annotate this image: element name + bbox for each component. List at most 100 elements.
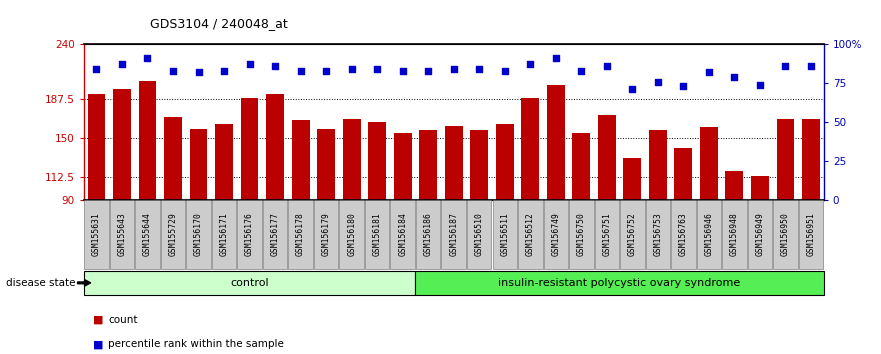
Text: GDS3104 / 240048_at: GDS3104 / 240048_at (150, 17, 287, 30)
Text: GSM155631: GSM155631 (92, 213, 101, 256)
Bar (598, 115, 616, 200)
Bar (774, 200, 797, 269)
Bar (314, 200, 338, 269)
Text: GSM156946: GSM156946 (705, 213, 714, 256)
Bar (339, 200, 364, 269)
Text: GSM156170: GSM156170 (194, 213, 203, 256)
Text: GSM156753: GSM156753 (654, 213, 663, 256)
Point (447, 66, 461, 72)
Point (191, 69, 205, 75)
Bar (569, 200, 594, 269)
Bar (189, 130, 207, 200)
Text: GSM156177: GSM156177 (270, 213, 279, 256)
Bar (573, 132, 590, 200)
Bar (722, 200, 747, 269)
Text: GSM156763: GSM156763 (679, 213, 688, 256)
Bar (85, 200, 108, 269)
Text: GSM156181: GSM156181 (373, 213, 381, 256)
Text: ■: ■ (93, 339, 103, 349)
Text: GSM156510: GSM156510 (475, 213, 484, 256)
Point (626, 87, 640, 92)
Point (702, 69, 716, 75)
Bar (445, 126, 463, 200)
Text: GSM156749: GSM156749 (552, 213, 560, 256)
Text: GSM156751: GSM156751 (603, 213, 611, 256)
Point (319, 68, 333, 74)
Bar (649, 130, 667, 200)
Bar (343, 119, 360, 200)
Point (421, 68, 435, 74)
Bar (675, 148, 692, 200)
Bar (518, 200, 543, 269)
Point (242, 62, 256, 67)
Bar (416, 200, 440, 269)
Bar (470, 130, 488, 200)
Point (779, 63, 793, 69)
Point (472, 66, 486, 72)
Text: GSM156180: GSM156180 (347, 213, 356, 256)
Bar (624, 159, 641, 200)
Text: GSM156179: GSM156179 (322, 213, 330, 256)
Text: GSM155729: GSM155729 (168, 213, 177, 256)
Bar (113, 89, 131, 200)
Bar (492, 200, 517, 269)
Text: count: count (108, 315, 137, 325)
Text: GSM156184: GSM156184 (398, 213, 407, 256)
Bar (441, 200, 466, 269)
Bar (288, 200, 313, 269)
Point (753, 82, 767, 87)
Point (600, 63, 614, 69)
Bar (671, 200, 696, 269)
Bar (547, 85, 565, 200)
Bar (368, 122, 386, 200)
Bar (237, 200, 262, 269)
Text: GSM156186: GSM156186 (424, 213, 433, 256)
Bar (522, 98, 539, 200)
Bar (467, 200, 492, 269)
Bar (136, 200, 159, 269)
Text: GSM156950: GSM156950 (781, 213, 790, 256)
Text: insulin-resistant polycystic ovary syndrome: insulin-resistant polycystic ovary syndr… (499, 278, 741, 288)
Bar (390, 200, 415, 269)
Point (268, 63, 282, 69)
Bar (138, 81, 157, 200)
Bar (496, 124, 514, 200)
Point (549, 56, 563, 61)
Bar (697, 200, 722, 269)
Point (89, 66, 103, 72)
Text: GSM155643: GSM155643 (117, 213, 127, 256)
Text: control: control (230, 278, 269, 288)
Text: GSM155644: GSM155644 (143, 213, 152, 256)
Point (498, 68, 512, 74)
Bar (544, 200, 568, 269)
Bar (802, 119, 820, 200)
Text: percentile rank within the sample: percentile rank within the sample (108, 339, 285, 349)
Bar (595, 200, 619, 269)
Text: disease state: disease state (6, 278, 76, 288)
Point (293, 68, 307, 74)
Bar (110, 200, 134, 269)
Point (728, 74, 742, 80)
Bar (646, 200, 670, 269)
Text: GSM156178: GSM156178 (296, 213, 305, 256)
Text: GSM156750: GSM156750 (577, 213, 586, 256)
Text: GSM156176: GSM156176 (245, 213, 254, 256)
Bar (266, 94, 284, 200)
Point (651, 79, 665, 85)
Point (344, 66, 359, 72)
Bar (365, 200, 389, 269)
Text: GSM156949: GSM156949 (755, 213, 765, 256)
Bar (776, 119, 795, 200)
Point (396, 68, 410, 74)
Text: ■: ■ (93, 315, 103, 325)
Bar (87, 94, 106, 200)
Point (804, 63, 818, 69)
Bar (164, 117, 182, 200)
Bar (211, 200, 236, 269)
Point (217, 68, 231, 74)
Text: GSM156511: GSM156511 (500, 213, 509, 256)
Bar (215, 124, 233, 200)
Bar (241, 98, 258, 200)
Point (523, 62, 537, 67)
Point (574, 68, 589, 74)
